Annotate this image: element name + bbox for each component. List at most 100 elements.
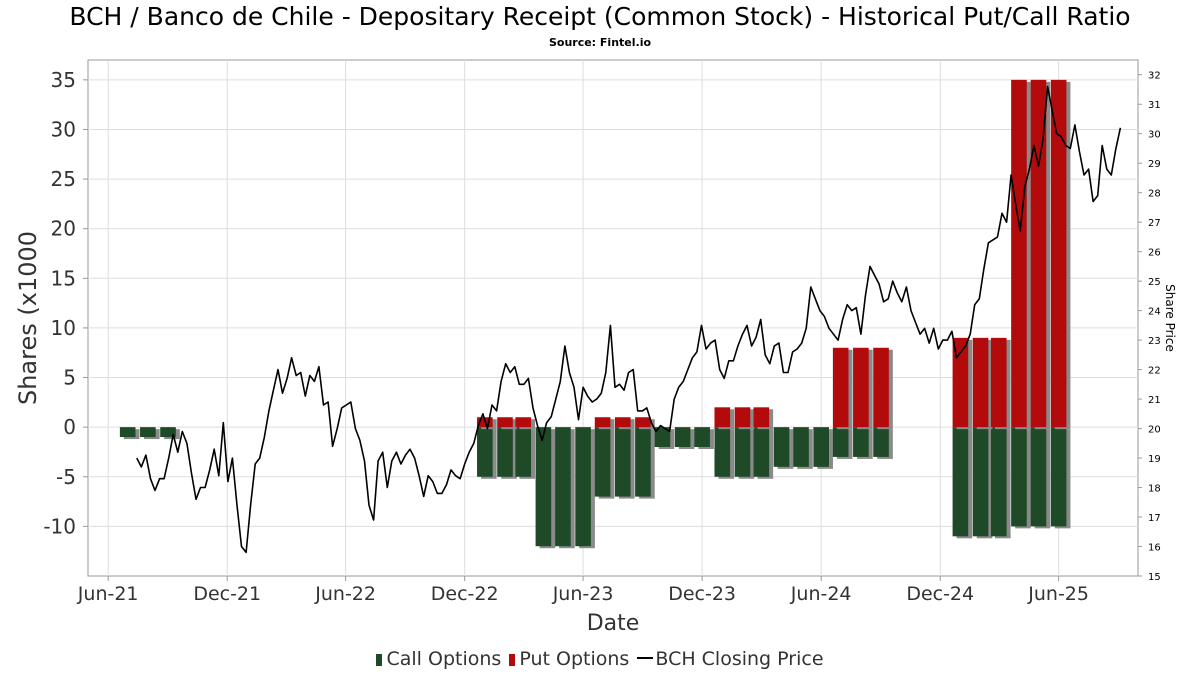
call-bar (813, 427, 829, 467)
put-bar (1030, 79, 1047, 428)
call-bar (674, 427, 691, 447)
x-tick-label: Jun-24 (790, 583, 852, 605)
call-bar (990, 427, 1007, 537)
legend-item-puts: Put Options (509, 648, 629, 670)
legend-label-puts: Put Options (519, 648, 630, 670)
chart-canvas: 35 30 25 20 15 10 5 0 -5 -10 32 31 30 29 28 27 26 25 24 23 2… (14, 59, 1177, 636)
put-bar (753, 407, 770, 428)
y2-tick-label: 30 (1148, 130, 1161, 141)
put-bar (1050, 79, 1067, 428)
x-axis-title: Date (587, 611, 640, 636)
put-bar (832, 347, 849, 428)
y2-tick-label: 29 (1148, 159, 1161, 170)
call-bar (635, 427, 651, 497)
y2-tick-label: 17 (1148, 513, 1161, 524)
x-tick-label: Dec-21 (193, 583, 261, 605)
call-bar (1011, 427, 1027, 527)
call-bar (952, 427, 969, 537)
x-tick-label: Dec-23 (668, 583, 736, 605)
call-bar (853, 427, 869, 457)
put-bar (734, 407, 751, 428)
y2-tick-label: 15 (1148, 572, 1161, 583)
put-bar (952, 337, 969, 428)
y2-axis-title: Share Price (1163, 284, 1177, 352)
y2-tick-label: 32 (1148, 71, 1161, 82)
call-bar (160, 427, 176, 438)
legend-line-price (637, 657, 654, 659)
legend-swatch-puts (509, 654, 516, 666)
call-bar (714, 427, 731, 477)
put-bar (853, 347, 869, 428)
call-bar (1030, 427, 1047, 527)
y2-tick-label: 26 (1148, 248, 1161, 259)
put-bar (972, 337, 989, 428)
call-bar (1050, 427, 1067, 527)
call-bar (594, 427, 611, 497)
price-line (136, 85, 1122, 554)
y-tick-label: 30 (51, 117, 76, 141)
call-bar (535, 427, 552, 547)
put-bar (594, 417, 611, 428)
x-tick-label: Jun-21 (77, 583, 139, 605)
y2-tick-label: 31 (1148, 100, 1161, 111)
y2-tick-label: 23 (1148, 336, 1161, 347)
y-tick-label: 15 (51, 266, 76, 290)
call-bar (694, 427, 710, 447)
y2-tick-label: 19 (1148, 454, 1161, 465)
put-bar (714, 407, 731, 428)
chart-subtitle: Source: Fintel.io (548, 36, 652, 49)
put-bar (515, 417, 532, 428)
legend-label-calls: Call Options (386, 648, 502, 670)
y-tick-label: 20 (51, 217, 76, 241)
y2-tick-label: 28 (1148, 189, 1161, 200)
y-tick-label: 10 (51, 316, 76, 340)
call-bar (614, 427, 631, 497)
y2-tick-label: 18 (1148, 484, 1161, 495)
y-axis-title: Shares (x1000 (14, 231, 42, 405)
y2-tick-label: 16 (1148, 543, 1161, 554)
y-tick-label: -5 (56, 465, 76, 489)
legend-label-price: BCH Closing Price (655, 648, 824, 670)
call-bar (753, 427, 770, 477)
call-bar (515, 427, 532, 477)
call-bar (734, 427, 751, 477)
put-bar (497, 417, 513, 428)
chart-title: BCH / Banco de Chile - Depositary Receip… (69, 2, 1131, 31)
call-bar (773, 427, 790, 467)
call-bar (972, 427, 989, 537)
put-bar (990, 337, 1007, 428)
put-bar (1011, 79, 1027, 428)
x-tick-label: Jun-23 (552, 583, 614, 605)
y2-tick-label: 25 (1148, 277, 1161, 288)
call-bar (477, 427, 493, 477)
y-tick-label: -10 (43, 514, 76, 538)
y2-tick-label: 24 (1148, 307, 1161, 318)
put-bar (635, 417, 651, 428)
call-bar (140, 427, 156, 438)
legend-item-calls: Call Options (376, 648, 501, 670)
y-tick-label: 5 (63, 366, 76, 390)
chart-legend: Call Options Put Options BCH Closing Pri… (0, 648, 1200, 670)
x-tick-label: Jun-25 (1027, 583, 1089, 605)
y2-tick-label: 27 (1148, 218, 1161, 229)
y2-tick-label: 22 (1148, 366, 1161, 377)
call-bar (575, 427, 591, 547)
x-tick-label: Dec-24 (906, 583, 974, 605)
call-bar (119, 427, 136, 438)
y2-tick-label: 21 (1148, 395, 1161, 406)
call-bar (497, 427, 513, 477)
y2-tick-label: 20 (1148, 425, 1161, 436)
call-bar (654, 427, 671, 447)
legend-item-price: BCH Closing Price (637, 648, 824, 670)
call-bar (793, 427, 809, 467)
y-tick-label: 0 (63, 415, 76, 439)
legend-swatch-calls (376, 654, 383, 666)
y-tick-label: 35 (51, 68, 76, 92)
put-bar (873, 347, 889, 428)
y-tick-label: 25 (51, 167, 76, 191)
x-tick-label: Jun-22 (314, 583, 376, 605)
put-bar (614, 417, 631, 428)
x-tick-label: Dec-22 (431, 583, 499, 605)
call-bar (832, 427, 849, 457)
call-bar (555, 427, 571, 547)
